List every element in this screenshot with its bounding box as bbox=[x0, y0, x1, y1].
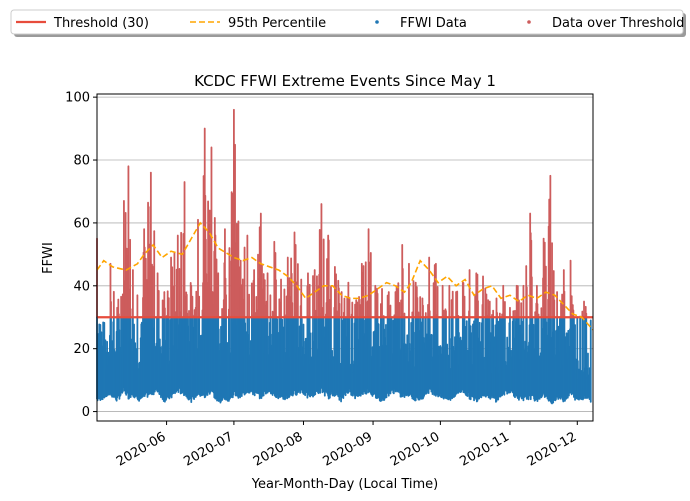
legend-label: FFWI Data bbox=[400, 16, 467, 31]
x-tick-label: 2020-11 bbox=[457, 429, 512, 469]
x-axis: 2020-06 2020-07 2020-08 2020-09 2020-10 2020-… bbox=[114, 421, 579, 470]
legend-over-swatch bbox=[527, 20, 531, 24]
percentile-line bbox=[96, 221, 594, 331]
legend-label: Threshold (30) bbox=[53, 16, 149, 31]
chart-title: KCDC FFWI Extreme Events Since May 1 bbox=[194, 72, 496, 90]
x-tick-label: 2020-07 bbox=[181, 429, 236, 469]
x-tick-label: 2020-09 bbox=[321, 429, 376, 469]
y-tick-label: 40 bbox=[73, 279, 90, 294]
legend: Threshold (30) 95th Percentile FFWI Data Da… bbox=[10, 9, 686, 37]
legend-label: 95th Percentile bbox=[228, 16, 326, 31]
y-tick-label: 20 bbox=[73, 342, 90, 357]
y-tick-label: 100 bbox=[65, 91, 90, 106]
x-tick-label: 2020-10 bbox=[388, 429, 443, 469]
legend-data-swatch bbox=[375, 20, 379, 24]
plot-frame bbox=[96, 93, 594, 422]
x-tick-label: 2020-06 bbox=[114, 429, 169, 469]
y-axis: 0 20 40 60 80 100 bbox=[65, 91, 97, 420]
y-axis-label: FFWI bbox=[41, 242, 56, 274]
y-tick-label: 0 bbox=[82, 405, 90, 420]
y-tick-label: 80 bbox=[73, 154, 90, 169]
ffwi-data bbox=[96, 316, 592, 405]
legend-box bbox=[10, 9, 684, 35]
x-tick-label: 2020-08 bbox=[251, 429, 306, 469]
y-tick-label: 60 bbox=[73, 216, 90, 231]
legend-label: Data over Threshold bbox=[552, 16, 684, 31]
x-tick-label: 2020-12 bbox=[525, 429, 580, 469]
x-axis-label: Year-Month-Day (Local Time) bbox=[251, 477, 438, 492]
